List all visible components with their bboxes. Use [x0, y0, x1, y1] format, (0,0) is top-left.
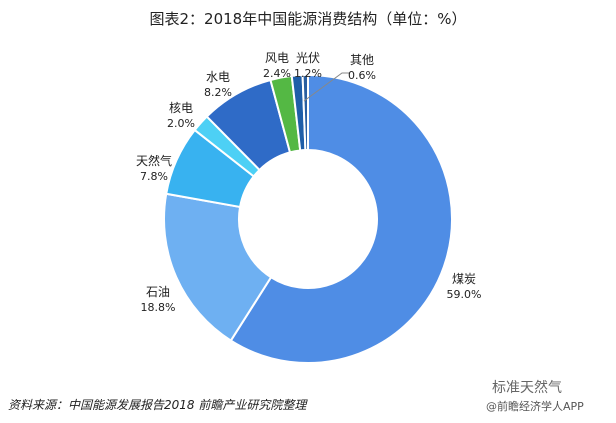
slice-value-3: 2.0% — [167, 117, 195, 130]
source-note: 资料来源：中国能源发展报告2018 前瞻产业研究院整理 — [8, 398, 307, 412]
slice-value-4: 8.2% — [204, 86, 232, 99]
slice-label-0: 煤炭 — [452, 272, 476, 286]
chart-title: 图表2：2018年中国能源消费结构（单位：%） — [149, 10, 467, 28]
slice-0 — [229, 73, 453, 364]
slice-value-5: 2.4% — [263, 67, 291, 80]
slice-value-2: 7.8% — [140, 170, 168, 183]
slice-value-1: 18.8% — [141, 301, 176, 314]
slice-value-6: 1.2% — [294, 67, 322, 80]
slice-label-7: 其他 — [350, 53, 374, 67]
watermark-handle: @前瞻经济学人APP — [486, 400, 584, 413]
slice-label-6: 光伏 — [296, 51, 320, 65]
slice-label-5: 风电 — [265, 51, 289, 65]
slice-label-1: 石油 — [146, 285, 170, 299]
slice-value-0: 59.0% — [447, 288, 482, 301]
slice-1 — [163, 192, 273, 342]
slice-value-7: 0.6% — [348, 69, 376, 82]
slice-7 — [301, 73, 309, 152]
slice-label-2: 天然气 — [136, 153, 172, 168]
slice-label-3: 核电 — [169, 101, 193, 115]
leader-line — [303, 72, 350, 102]
slice-label-4: 水电 — [206, 70, 230, 84]
watermark-text: 标准天然气 — [492, 380, 562, 396]
